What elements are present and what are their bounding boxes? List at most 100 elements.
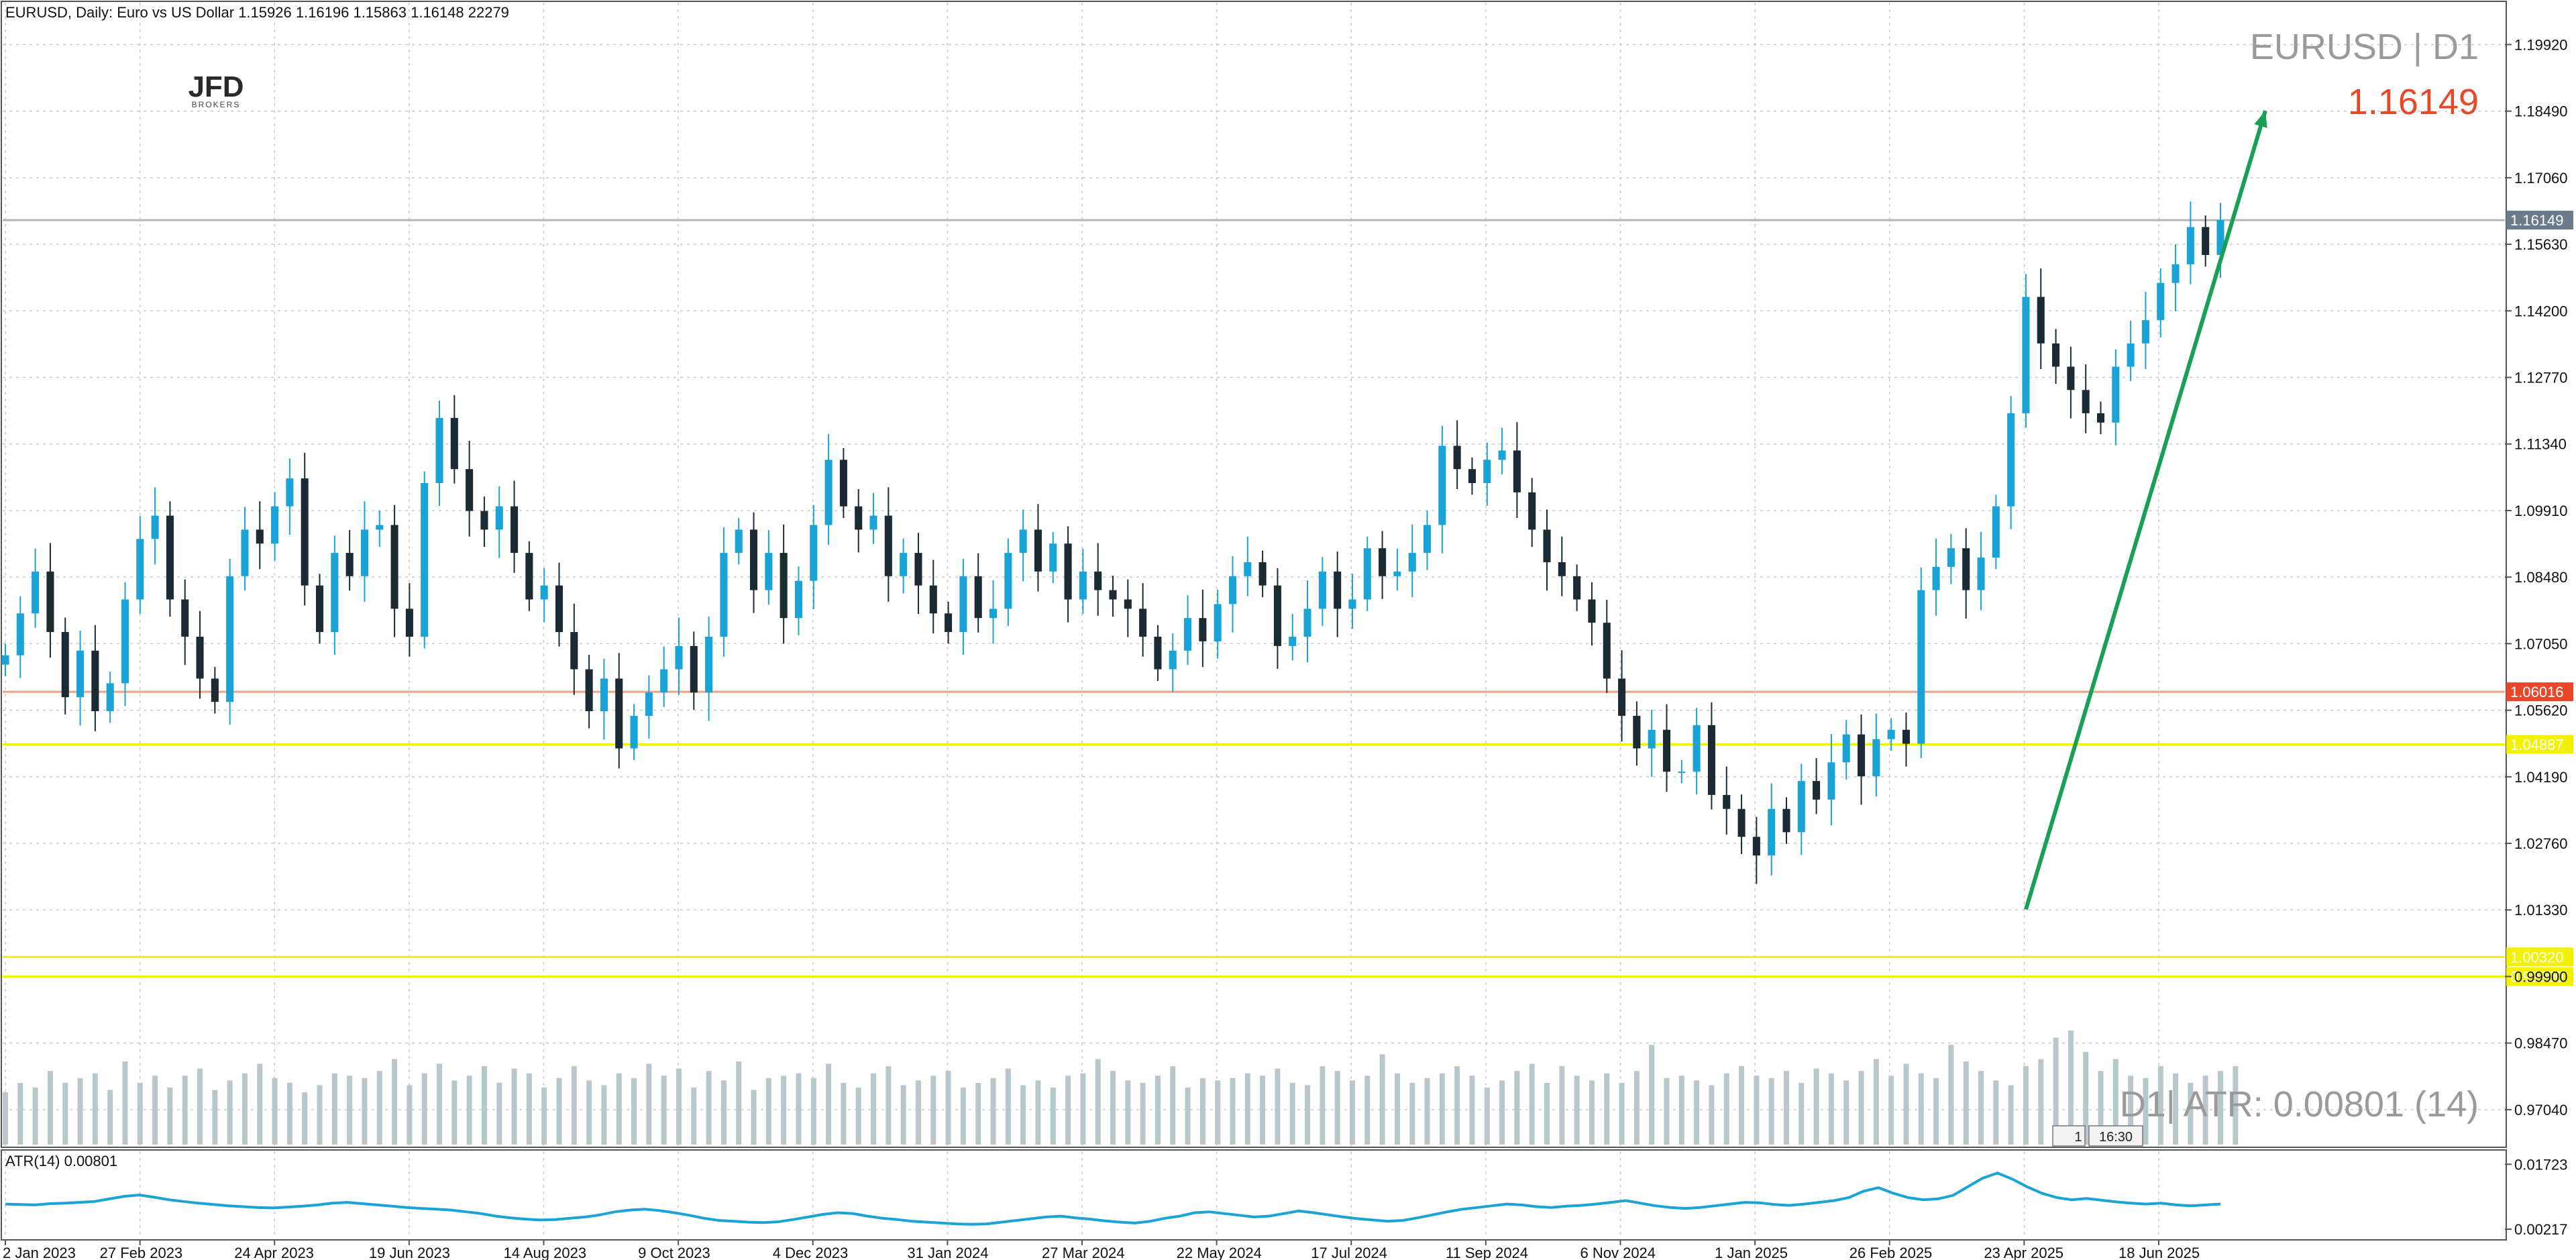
volume-bar [1289, 1082, 1295, 1145]
volume-bar [1020, 1085, 1026, 1145]
level-tag [2506, 735, 2573, 754]
candle-body [1693, 725, 1701, 772]
candle-body [1034, 529, 1042, 572]
x-tick-label: 1 Jan 2025 [1715, 1245, 1788, 1260]
volume-bar [975, 1082, 981, 1145]
y-tick-label: 1.11340 [2514, 436, 2567, 453]
volume-bar [511, 1068, 517, 1145]
grid [3, 3, 2505, 1239]
candle-body [1842, 734, 1850, 763]
volume-bar [302, 1092, 308, 1145]
volume-bar [2173, 1073, 2179, 1145]
candle-body [735, 529, 743, 554]
candle-body [1737, 808, 1746, 837]
candle-body [2216, 220, 2224, 256]
candle-body [1, 655, 9, 665]
volume-bar [1349, 1080, 1355, 1145]
candle-body [1902, 729, 1911, 744]
volume-bar [2188, 1082, 2194, 1145]
volume-bar [212, 1090, 218, 1145]
x-tick-label: 24 Apr 2023 [234, 1245, 314, 1260]
candle-body [2052, 343, 2060, 367]
volume-bar [871, 1073, 877, 1145]
candle-body [570, 632, 578, 670]
candle-body [2186, 227, 2194, 264]
candle-body [1049, 543, 1057, 572]
candle-body [660, 669, 668, 693]
volume-bar [92, 1073, 98, 1145]
small-box-right-label: 16:30 [2099, 1130, 2133, 1145]
volume-bar [1095, 1059, 1101, 1145]
volume-bar [137, 1082, 143, 1145]
volume-bar [1963, 1061, 1969, 1145]
candle-body [1244, 562, 1252, 576]
volume-bar [1544, 1082, 1550, 1145]
candle-body [121, 599, 129, 684]
candle-body [1678, 772, 1686, 774]
y-tick-label: 0.97040 [2514, 1102, 2568, 1118]
x-tick-label: 2 Jan 2023 [3, 1245, 76, 1260]
volume-bar [781, 1075, 787, 1145]
volume-bar [1125, 1080, 1131, 1145]
candle-body [555, 585, 564, 633]
x-tick-label: 11 Sep 2024 [1446, 1245, 1528, 1260]
volume-bar [586, 1080, 592, 1145]
candle-body [1468, 469, 1476, 484]
y-tick-label: 1.05620 [2514, 702, 2568, 719]
volume-bar [1215, 1080, 1221, 1145]
volume-bar [2233, 1066, 2239, 1145]
volume-bar [1244, 1073, 1250, 1145]
level-tag [2506, 947, 2573, 967]
volume-bar [376, 1071, 382, 1145]
volume-bar [571, 1066, 577, 1145]
volume-bar [2083, 1051, 2089, 1145]
candle-body [765, 553, 773, 590]
y-tick-label: 1.19920 [2514, 36, 2568, 53]
candle-body [1273, 585, 1281, 646]
candle-body [1498, 450, 1506, 460]
logo-sub: BROKERS [192, 100, 241, 109]
volume-bar [796, 1073, 802, 1145]
candle-body [331, 553, 339, 633]
volume-bar [1230, 1078, 1236, 1145]
volume-bar [855, 1088, 861, 1145]
volume-bar [1559, 1066, 1565, 1145]
y-tick-label: 1.14200 [2514, 303, 2568, 319]
volume-bar [2053, 1037, 2059, 1145]
candle-body [315, 585, 324, 633]
small-box-left [2052, 1125, 2086, 1147]
candle-body [1723, 794, 1731, 809]
volume-bars [3, 1031, 2239, 1145]
level-tag-label: 1.16149 [2510, 212, 2564, 229]
x-tick-label: 27 Feb 2023 [100, 1245, 183, 1260]
volume-bar [900, 1085, 906, 1145]
candle-body [106, 683, 114, 711]
volume-bar [1499, 1080, 1505, 1145]
volume-bar [556, 1078, 562, 1145]
level-tag [2506, 967, 2573, 986]
candle-body [945, 613, 953, 633]
volume-bar [1080, 1073, 1086, 1145]
x-tick-label: 18 Jun 2025 [2118, 1245, 2200, 1260]
level-tag-label: 1.04887 [2510, 736, 2564, 753]
volume-bar [676, 1068, 682, 1145]
candle-body [525, 553, 533, 600]
y-tick-label: 1.17060 [2514, 170, 2568, 187]
volume-bar [197, 1068, 203, 1145]
volume-bar [1035, 1080, 1041, 1145]
volume-bar [1828, 1073, 1834, 1145]
x-tick-label: 22 May 2024 [1177, 1245, 1262, 1260]
level-tag-label: 0.99900 [2510, 968, 2564, 985]
candle-body [1303, 609, 1311, 637]
volume-bar [1334, 1071, 1340, 1145]
volume-bar [1799, 1082, 1805, 1145]
candle-body [2022, 297, 2030, 413]
volume-bar [1364, 1075, 1371, 1145]
y-tick-label: 1.04190 [2514, 769, 2568, 786]
volume-bar [152, 1075, 158, 1145]
candle-body [615, 678, 623, 749]
volume-bar [1993, 1080, 1999, 1145]
candle-body [1438, 445, 1446, 525]
volume-bar [17, 1082, 23, 1145]
volume-bar [1664, 1078, 1670, 1145]
